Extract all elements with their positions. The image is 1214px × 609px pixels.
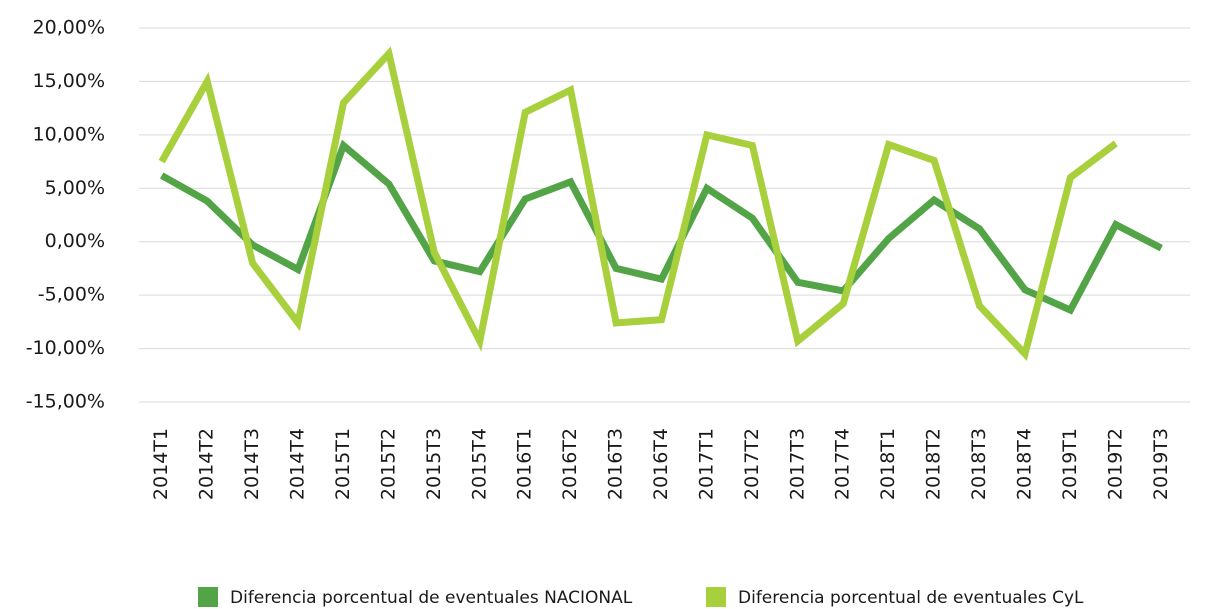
x-tick-label: 2018T1 xyxy=(877,428,899,500)
x-tick-label: 2014T2 xyxy=(196,428,218,500)
series-line xyxy=(159,139,1163,315)
x-tick-label: 2017T3 xyxy=(786,428,808,500)
y-tick-label: -10,00% xyxy=(26,337,105,359)
x-tick-label: 2018T4 xyxy=(1013,428,1035,500)
x-tick-label: 2014T4 xyxy=(287,428,309,500)
x-tick-label: 2014T1 xyxy=(150,428,172,500)
y-tick-label: 15,00% xyxy=(33,70,105,92)
x-tick-label: 2016T3 xyxy=(605,428,627,500)
x-tick-label: 2017T2 xyxy=(741,428,763,500)
x-tick-label: 2019T3 xyxy=(1150,428,1172,500)
x-tick-label: 2019T2 xyxy=(1104,428,1126,500)
x-tick-label: 2015T2 xyxy=(377,428,399,500)
legend-label: Diferencia porcentual de eventuales CyL xyxy=(738,588,1084,608)
x-tick-label: 2019T1 xyxy=(1059,428,1081,500)
x-tick-label: 2015T3 xyxy=(423,428,445,500)
y-tick-label: 20,00% xyxy=(33,17,105,39)
legend-label: Diferencia porcentual de eventuales NACI… xyxy=(230,588,633,608)
x-tick-label: 2015T4 xyxy=(468,428,490,500)
x-tick-label: 2015T1 xyxy=(332,428,354,500)
x-tick-label: 2016T4 xyxy=(650,428,672,500)
y-tick-label: -15,00% xyxy=(26,391,105,413)
x-tick-label: 2016T2 xyxy=(559,428,581,500)
legend-swatch xyxy=(198,587,218,607)
x-tick-label: 2016T1 xyxy=(514,428,536,500)
x-tick-label: 2017T4 xyxy=(832,428,854,500)
y-tick-label: -5,00% xyxy=(38,284,105,306)
y-tick-label: 5,00% xyxy=(45,177,105,199)
y-tick-label: 10,00% xyxy=(33,123,105,145)
y-tick-label: 0,00% xyxy=(45,230,105,252)
x-tick-label: 2018T3 xyxy=(968,428,990,500)
legend-swatch xyxy=(706,587,726,607)
series-line xyxy=(158,46,1118,361)
x-tick-label: 2014T3 xyxy=(241,428,263,500)
x-tick-label: 2018T2 xyxy=(923,428,945,500)
x-tick-label: 2017T1 xyxy=(695,428,717,500)
